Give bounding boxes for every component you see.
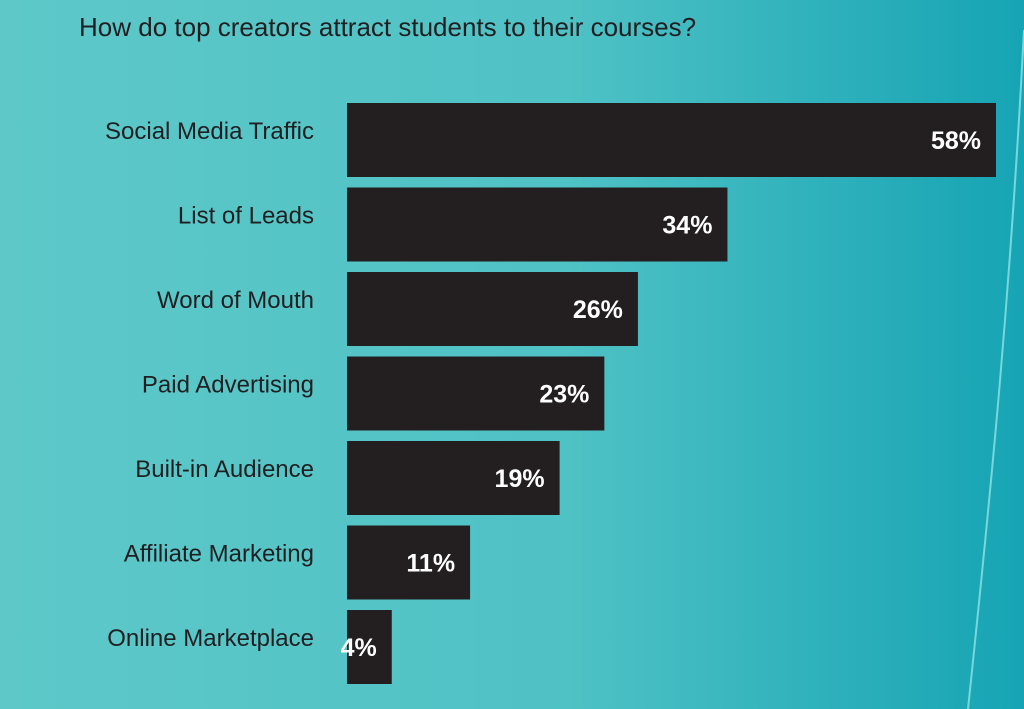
category-label: Paid Advertising bbox=[142, 372, 314, 399]
data-label: 11% bbox=[406, 550, 455, 578]
category-label: Built-in Audience bbox=[135, 456, 314, 483]
chart-title: How do top creators attract students to … bbox=[79, 12, 697, 42]
category-label: Social Media Traffic bbox=[105, 118, 314, 145]
category-label: Online Marketplace bbox=[107, 625, 314, 652]
data-label: 58% bbox=[931, 127, 981, 155]
data-label: 34% bbox=[662, 212, 712, 240]
data-label: 23% bbox=[539, 381, 589, 409]
bar bbox=[347, 441, 560, 515]
bar bbox=[347, 610, 392, 684]
data-label: 26% bbox=[573, 296, 623, 324]
category-label: Affiliate Marketing bbox=[124, 541, 314, 568]
bar bbox=[347, 356, 605, 431]
bar bbox=[347, 272, 638, 346]
decorative-curve bbox=[967, 29, 1024, 709]
bar bbox=[347, 525, 471, 600]
data-label: 19% bbox=[495, 465, 545, 493]
bar bbox=[347, 103, 996, 177]
category-label: Word of Mouth bbox=[157, 287, 314, 314]
category-label: List of Leads bbox=[178, 203, 314, 230]
data-label: 4% bbox=[341, 634, 377, 662]
bar bbox=[347, 187, 728, 262]
